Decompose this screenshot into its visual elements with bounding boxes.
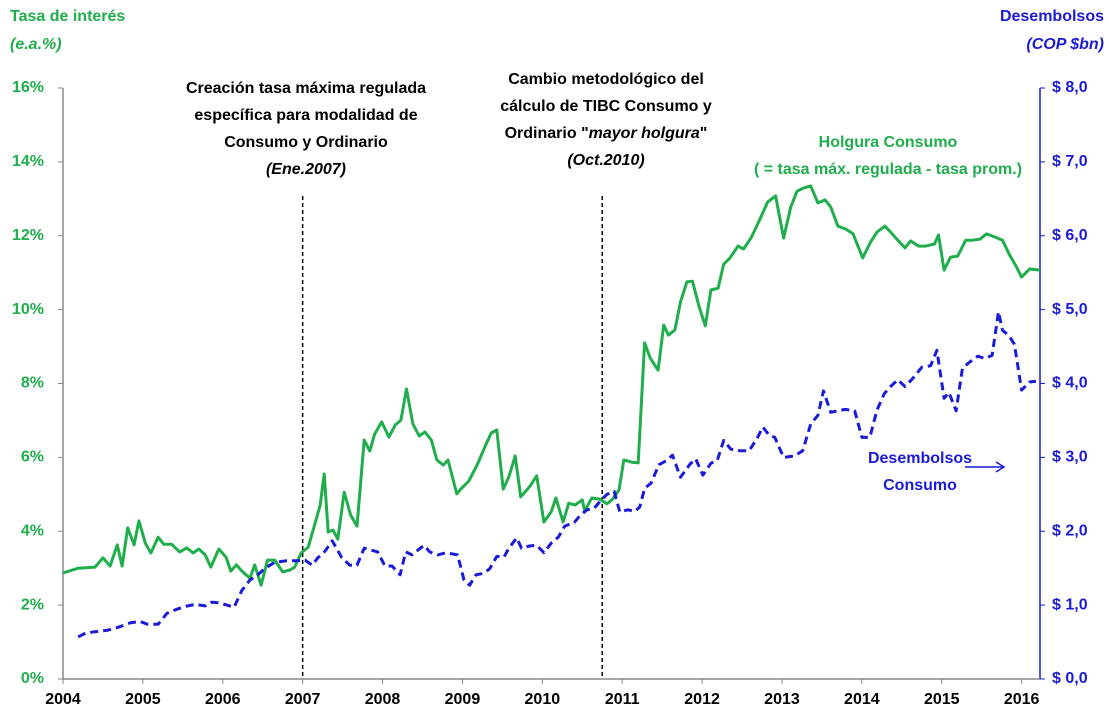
x-tick-label: 2005 xyxy=(125,691,161,708)
x-tick-label: 2009 xyxy=(445,691,481,708)
y-tick-label: 12% xyxy=(12,227,44,244)
series-line xyxy=(77,310,1037,639)
y2-tick-label: $ 5,0 xyxy=(1052,301,1088,318)
y-tick-label: 4% xyxy=(21,522,44,539)
y-tick-label: 0% xyxy=(21,670,44,687)
y2-axis-title: Desembolsos xyxy=(1000,8,1104,25)
annotation-line: Consumo y Ordinario xyxy=(224,134,388,151)
x-tick-label: 2008 xyxy=(365,691,401,708)
series-label: Holgura Consumo xyxy=(819,134,958,151)
annotation-text: Consumo y Ordinario xyxy=(224,134,388,151)
annotation-text: mayor holgura xyxy=(589,125,700,142)
x-tick-label: 2013 xyxy=(764,691,800,708)
y2-tick-label: $ 8,0 xyxy=(1052,79,1088,96)
x-tick-label: 2007 xyxy=(285,691,321,708)
x-tick-label: 2016 xyxy=(1004,691,1040,708)
x-tick-label: 2012 xyxy=(684,691,720,708)
y2-tick-label: $ 2,0 xyxy=(1052,522,1088,539)
annotation-text: (Ene.2007) xyxy=(266,161,346,178)
y-tick-label: 8% xyxy=(21,375,44,392)
annotation-text: cálculo de TIBC Consumo y xyxy=(500,98,712,115)
y2-tick-label: $ 4,0 xyxy=(1052,375,1088,392)
y-axis-title: Tasa de interés xyxy=(10,8,125,25)
y2-tick-label: $ 0,0 xyxy=(1052,670,1088,687)
annotation-text: específica para modalidad de xyxy=(194,107,417,124)
x-tick-label: 2015 xyxy=(924,691,960,708)
annotation-line: cálculo de TIBC Consumo y xyxy=(500,98,712,115)
y-tick-label: 16% xyxy=(12,79,44,96)
annotation-line: específica para modalidad de xyxy=(194,107,417,124)
series-label: Desembolsos xyxy=(868,450,972,467)
annotation-line: Creación tasa máxima regulada xyxy=(186,80,426,97)
x-tick-label: 2014 xyxy=(844,691,880,708)
series-label: Consumo xyxy=(883,477,957,494)
annotation: Creación tasa máxima regulada específica … xyxy=(186,80,426,178)
series-label: ( = tasa máx. regulada - tasa prom.) xyxy=(754,161,1022,178)
annotation-text: (Oct.2010) xyxy=(567,152,644,169)
y2-tick-label: $ 3,0 xyxy=(1052,449,1088,466)
y-tick-label: 2% xyxy=(21,596,44,613)
x-tick-label: 2004 xyxy=(45,691,81,708)
annotation-text: Creación tasa máxima regulada xyxy=(186,80,426,97)
x-tick-label: 2011 xyxy=(605,691,640,708)
annotation-line: (Ene.2007) xyxy=(266,161,346,178)
annotation-line: (Oct.2010) xyxy=(567,152,644,169)
y2-axis-unit: (COP $bn) xyxy=(1026,36,1104,53)
y2-tick-label: $ 6,0 xyxy=(1052,227,1088,244)
x-tick-label: 2010 xyxy=(525,691,561,708)
y-tick-label: 10% xyxy=(12,301,44,318)
annotation: Cambio metodológico del cálculo de TIBC C… xyxy=(500,71,712,169)
y2-tick-label: $ 1,0 xyxy=(1052,596,1088,613)
annotation-text: Cambio metodológico del xyxy=(508,71,704,88)
y-tick-label: 6% xyxy=(21,449,44,466)
series-line xyxy=(62,184,1041,587)
annotation-line: Ordinario "mayor holgura" xyxy=(505,125,708,142)
annotation-text: " xyxy=(700,125,708,142)
annotation-line: Cambio metodológico del xyxy=(508,71,704,88)
annotation-text: Ordinario " xyxy=(505,125,589,142)
y-axis-unit: (e.a.%) xyxy=(10,36,62,53)
x-tick-label: 2006 xyxy=(205,691,241,708)
y-tick-label: 14% xyxy=(12,153,44,170)
label-arrow-head xyxy=(995,461,1006,473)
y2-tick-label: $ 7,0 xyxy=(1052,153,1088,170)
